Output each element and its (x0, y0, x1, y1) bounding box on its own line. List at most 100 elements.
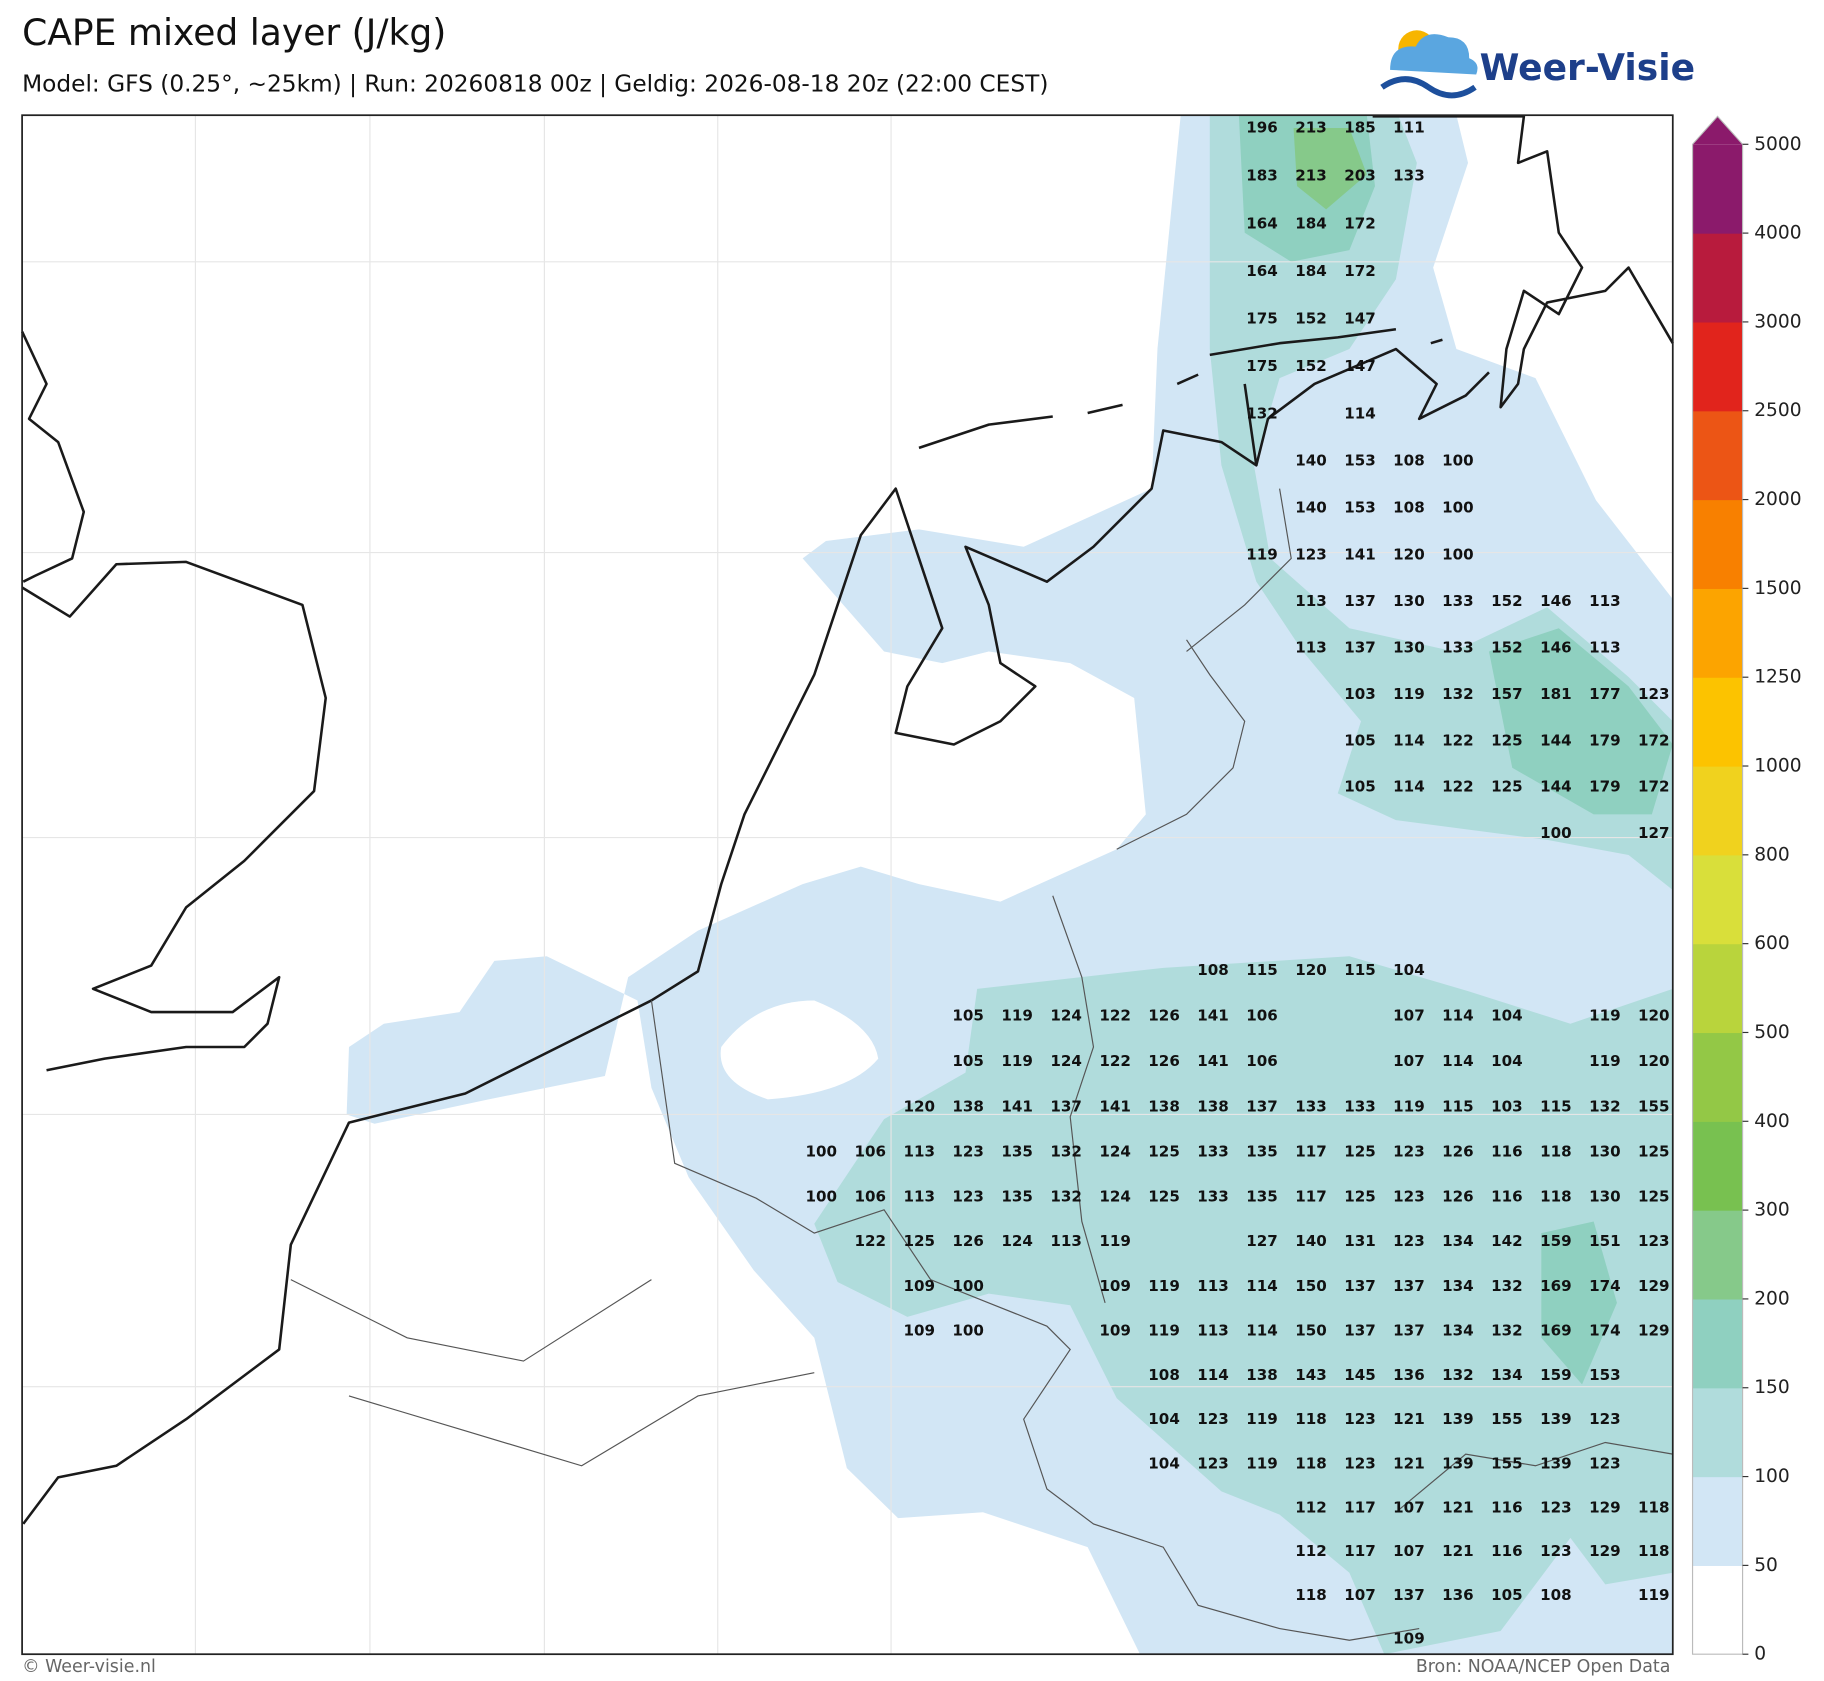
grid-value: 175 (1246, 357, 1278, 375)
grid-value: 157 (1491, 685, 1523, 703)
grid-value: 109 (1099, 1321, 1131, 1339)
grid-value: 105 (1344, 732, 1376, 750)
grid-value: 137 (1344, 1321, 1376, 1339)
grid-value: 117 (1295, 1142, 1327, 1160)
grid-value: 137 (1344, 639, 1376, 657)
colorbar-segment (1692, 321, 1743, 412)
colorbar-tick-label: 2000 (1754, 489, 1801, 510)
grid-value: 155 (1638, 1097, 1670, 1115)
colorbar-tick-label: 0 (1754, 1644, 1766, 1665)
grid-value: 108 (1148, 1366, 1180, 1384)
grid-value: 132 (1442, 685, 1474, 703)
grid-value: 115 (1344, 961, 1376, 979)
grid-value: 114 (1197, 1366, 1229, 1384)
grid-value: 118 (1540, 1187, 1572, 1205)
grid-value: 122 (1099, 1052, 1131, 1070)
grid-value: 112 (1295, 1542, 1327, 1560)
grid-value: 159 (1540, 1232, 1572, 1250)
logo-text: Weer-Visie (1480, 47, 1695, 89)
grid-value: 121 (1393, 1454, 1425, 1472)
grid-value: 119 (1001, 1007, 1033, 1025)
footer-credit: © Weer-visie.nl (22, 1657, 156, 1677)
logo: Weer-Visie (1380, 30, 1695, 99)
footer-source: Bron: NOAA/NCEP Open Data (1416, 1657, 1671, 1677)
grid-value: 107 (1393, 1498, 1425, 1516)
grid-value: 117 (1344, 1498, 1376, 1516)
grid-value: 122 (1442, 732, 1474, 750)
colorbar-segment (1692, 677, 1743, 767)
grid-value: 139 (1442, 1410, 1474, 1428)
colorbar: 0 50 100 150 200 300 400 500 600 800 1000 1250 1500 2… (1691, 115, 1802, 1665)
grid-value: 130 (1393, 639, 1425, 657)
grid-value: 181 (1540, 685, 1572, 703)
grid-value: 126 (952, 1232, 984, 1250)
grid-value: 118 (1540, 1142, 1572, 1160)
grid-value: 136 (1393, 1366, 1425, 1384)
grid-value: 111 (1393, 119, 1425, 137)
grid-value: 122 (854, 1232, 886, 1250)
grid-value: 104 (1148, 1454, 1180, 1472)
grid-value: 150 (1295, 1277, 1327, 1295)
grid-value: 141 (1197, 1007, 1229, 1025)
colorbar-extend (1692, 116, 1743, 145)
grid-value: 100 (1442, 545, 1474, 563)
grid-value: 121 (1442, 1542, 1474, 1560)
grid-value: 120 (1393, 545, 1425, 563)
grid-value: 104 (1393, 961, 1425, 979)
colorbar-segment (1692, 1298, 1743, 1389)
grid-value: 137 (1050, 1097, 1082, 1115)
grid-value: 124 (1001, 1232, 1033, 1250)
grid-value: 119 (1589, 1052, 1621, 1070)
grid-value: 137 (1393, 1277, 1425, 1295)
grid-value: 105 (1491, 1586, 1523, 1604)
grid-value: 106 (1246, 1007, 1278, 1025)
grid-value: 125 (1344, 1187, 1376, 1205)
grid-value: 133 (1197, 1142, 1229, 1160)
grid-value: 138 (1197, 1097, 1229, 1115)
grid-value: 109 (903, 1277, 935, 1295)
grid-value: 153 (1344, 498, 1376, 516)
grid-value: 179 (1589, 778, 1621, 796)
grid-value: 123 (1638, 685, 1670, 703)
colorbar-tick-label: 100 (1754, 1466, 1790, 1487)
grid-value: 119 (1246, 1454, 1278, 1472)
grid-value: 100 (952, 1321, 984, 1339)
grid-value: 120 (1295, 961, 1327, 979)
grid-value: 116 (1491, 1142, 1523, 1160)
colorbar-tick-label: 500 (1754, 1022, 1790, 1043)
grid-value: 114 (1393, 732, 1425, 750)
grid-value: 139 (1442, 1454, 1474, 1472)
grid-value: 125 (903, 1232, 935, 1250)
grid-value: 141 (1344, 545, 1376, 563)
grid-value: 131 (1344, 1232, 1376, 1250)
grid-value: 106 (1246, 1052, 1278, 1070)
grid-value: 112 (1295, 1498, 1327, 1516)
grid-value: 114 (1393, 778, 1425, 796)
grid-value: 127 (1638, 824, 1670, 842)
grid-value: 114 (1246, 1321, 1278, 1339)
grid-value: 152 (1295, 310, 1327, 328)
grid-value: 113 (1589, 592, 1621, 610)
grid-value: 135 (1001, 1142, 1033, 1160)
coastline (20, 331, 86, 583)
low-cape-area (720, 1000, 879, 1100)
grid-value: 153 (1589, 1366, 1621, 1384)
grid-value: 133 (1197, 1187, 1229, 1205)
grid-value: 144 (1540, 778, 1572, 796)
colorbar-tick-label: 4000 (1754, 223, 1801, 244)
grid-value: 119 (1393, 1097, 1425, 1115)
colorbar-segment (1692, 233, 1743, 323)
grid-value: 172 (1344, 262, 1376, 280)
grid-value: 108 (1393, 498, 1425, 516)
grid-value: 115 (1540, 1097, 1572, 1115)
grid-value: 139 (1540, 1410, 1572, 1428)
grid-value: 113 (1197, 1277, 1229, 1295)
grid-value: 185 (1344, 119, 1376, 137)
colorbar-tick-label: 800 (1754, 844, 1790, 865)
colorbar-segment (1692, 766, 1743, 856)
grid-value: 123 (952, 1187, 984, 1205)
grid-value: 116 (1491, 1542, 1523, 1560)
grid-value: 133 (1344, 1097, 1376, 1115)
grid-value: 124 (1050, 1052, 1082, 1070)
